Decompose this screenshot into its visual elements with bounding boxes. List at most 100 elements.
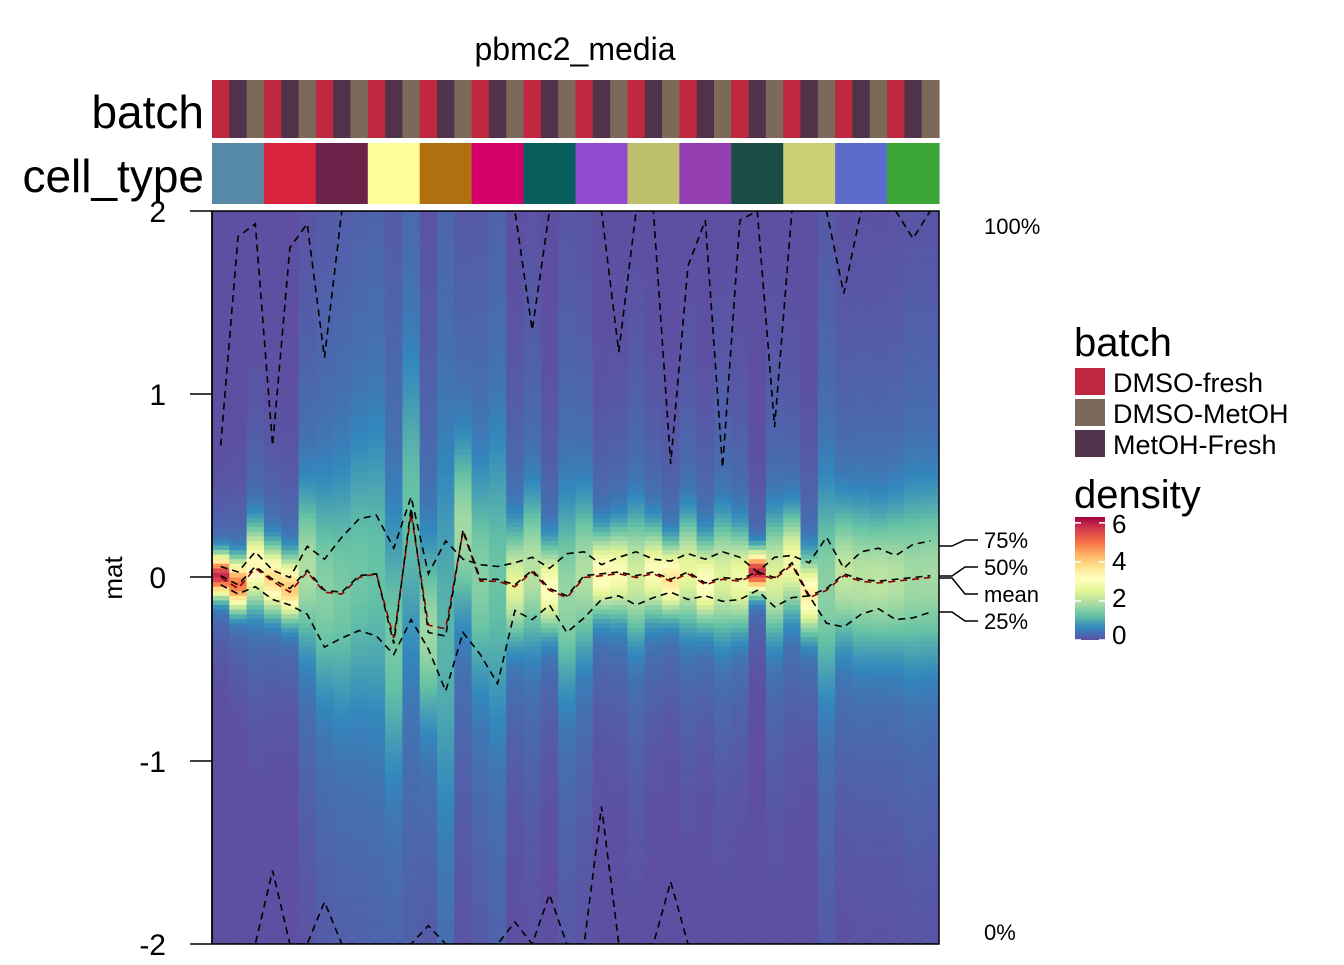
density-cell (575, 362, 594, 368)
density-cell (333, 669, 352, 675)
density-cell (558, 614, 577, 620)
density-cell (281, 334, 300, 340)
density-cell (419, 311, 438, 317)
density-cell (696, 650, 715, 656)
density-cell (662, 760, 680, 766)
density-cell (575, 801, 594, 808)
density-cell (558, 311, 577, 317)
density-cell (454, 801, 473, 808)
density-cell (298, 495, 317, 501)
density-cell (731, 385, 750, 391)
density-cell (419, 233, 438, 240)
density-cell (315, 233, 334, 240)
density-cell (367, 307, 386, 313)
density-cell (350, 641, 369, 647)
density-cell (437, 774, 455, 780)
density-cell (437, 568, 455, 574)
density-cell (367, 646, 386, 652)
density-cell (627, 440, 646, 446)
density-cell (713, 229, 732, 235)
density-cell (402, 440, 421, 446)
density-cell (437, 229, 455, 235)
density-cell (281, 595, 300, 602)
density-cell (333, 394, 352, 400)
density-cell (246, 444, 265, 450)
density-cell (350, 614, 369, 620)
density-cell (610, 449, 629, 455)
density-cell (610, 843, 629, 849)
density-cell (627, 435, 646, 441)
density-cell (315, 669, 334, 675)
density-cell (592, 824, 611, 831)
density-cell (488, 710, 507, 716)
density-cell (696, 577, 715, 583)
density-cell (402, 490, 421, 496)
density-cell (592, 362, 611, 368)
density-cell (315, 462, 334, 469)
density-cell (281, 371, 300, 377)
density-cell (731, 407, 750, 414)
density-cell (212, 311, 230, 317)
density-cell (471, 220, 490, 226)
batch-cell (540, 80, 559, 138)
density-cell (592, 233, 611, 240)
density-cell (644, 481, 663, 487)
density-cell (229, 426, 248, 432)
density-cell (263, 719, 282, 725)
density-cell (696, 829, 715, 835)
density-cell (315, 527, 334, 533)
density-cell (350, 884, 369, 890)
density-cell (437, 476, 455, 482)
density-cell (263, 861, 282, 867)
density-cell (610, 870, 629, 876)
density-cell (454, 852, 473, 858)
density-cell (644, 815, 663, 821)
density-cell (298, 774, 317, 780)
density-cell (575, 275, 594, 281)
density-cell (350, 398, 369, 405)
density-cell (713, 765, 732, 771)
density-cell (575, 879, 594, 886)
density-cell (246, 398, 265, 405)
density-cell (281, 527, 300, 533)
density-cell (713, 783, 732, 789)
density-cell (713, 834, 732, 840)
density-cell (575, 769, 594, 776)
density-cell (610, 879, 629, 886)
density-cell (627, 233, 646, 240)
density-cell (350, 783, 369, 789)
density-cell (523, 747, 542, 753)
density-cell (488, 751, 507, 757)
density-cell (575, 889, 594, 895)
density-cell (454, 334, 473, 340)
batch-cell (246, 80, 265, 138)
density-cell (385, 495, 404, 501)
density-cell (662, 806, 680, 812)
density-cell (298, 632, 317, 638)
density-cell (540, 311, 559, 317)
density-cell (281, 348, 300, 354)
density-cell (523, 398, 542, 405)
density-cell (246, 907, 265, 913)
density-cell (662, 215, 680, 221)
density-cell (212, 298, 230, 304)
density-cell (592, 779, 611, 785)
density-cell (471, 632, 490, 638)
density-cell (592, 472, 611, 478)
density-cell (558, 939, 577, 944)
density-cell (644, 609, 663, 615)
density-cell (610, 513, 629, 519)
density-cell (367, 939, 386, 944)
density-cell (662, 779, 680, 785)
batch-cell (454, 80, 473, 138)
density-cell (713, 838, 732, 844)
density-cell (506, 275, 525, 281)
density-cell (246, 353, 265, 359)
density-cell (419, 572, 438, 579)
density-cell (437, 288, 455, 295)
density-cell (540, 476, 559, 482)
density-cell (471, 284, 490, 290)
density-cell (385, 490, 404, 496)
density-cell (713, 646, 732, 652)
density-cell (454, 820, 473, 826)
